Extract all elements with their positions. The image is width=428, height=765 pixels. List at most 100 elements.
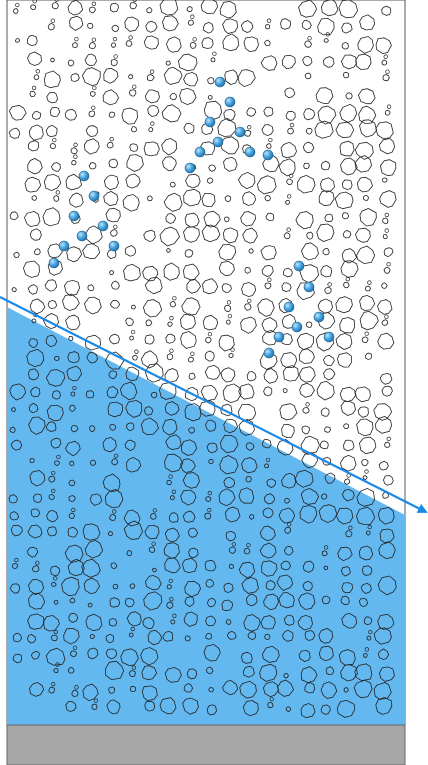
grain (67, 0, 84, 16)
grain (363, 616, 373, 626)
grain (165, 36, 182, 53)
grain (341, 179, 353, 190)
grain (145, 319, 153, 327)
grain (212, 51, 217, 56)
grain (262, 438, 272, 449)
grain (325, 666, 335, 676)
grain (68, 335, 74, 341)
base (6, 724, 406, 765)
grain (87, 284, 95, 292)
grain (203, 100, 223, 121)
grain (281, 282, 292, 292)
grain (109, 2, 120, 13)
grain (264, 282, 272, 290)
grain (286, 227, 291, 232)
grain (356, 245, 376, 265)
droplet (262, 149, 274, 161)
grain (104, 660, 125, 681)
droplet (212, 136, 224, 148)
grain (266, 478, 277, 488)
grain (54, 460, 60, 466)
grain (379, 159, 397, 177)
grain (280, 352, 298, 369)
grain (30, 4, 36, 11)
grain (169, 495, 175, 501)
grain (286, 178, 293, 186)
grain (184, 580, 201, 598)
grain (53, 667, 59, 674)
grain (366, 635, 372, 641)
grain (260, 245, 277, 261)
grain (300, 242, 319, 261)
grain (166, 248, 171, 253)
grain (342, 488, 355, 502)
grain (222, 679, 239, 696)
grain (299, 264, 320, 283)
grain (283, 614, 295, 626)
grain (108, 686, 116, 694)
grain (226, 630, 237, 640)
grain (302, 560, 315, 573)
grain (183, 226, 200, 243)
grain (45, 421, 57, 432)
droplet (48, 257, 60, 269)
grain (338, 0, 359, 19)
grain (242, 700, 259, 717)
grain (125, 366, 140, 382)
droplet (283, 301, 295, 313)
grain (51, 470, 56, 476)
grain (178, 53, 198, 72)
grain (168, 578, 173, 584)
grain (377, 575, 397, 596)
grain (31, 195, 38, 201)
grain (55, 662, 60, 667)
grain (299, 366, 316, 383)
grain (113, 54, 118, 59)
grain (52, 137, 57, 143)
grain (207, 94, 213, 100)
grain (206, 704, 217, 716)
grain (188, 427, 195, 434)
grain (126, 154, 144, 172)
grain (202, 278, 219, 295)
grain (24, 176, 42, 193)
grain (327, 282, 332, 287)
grain (384, 228, 389, 233)
grain (184, 596, 195, 607)
droplet (194, 146, 206, 158)
grain (318, 504, 338, 524)
grain (322, 247, 330, 256)
grain (107, 531, 113, 537)
grain (265, 457, 271, 463)
grain (305, 402, 310, 407)
grain (341, 41, 349, 50)
grain (247, 298, 252, 304)
grain (205, 615, 217, 627)
grain (109, 299, 121, 309)
grain (181, 557, 198, 574)
grain (108, 618, 118, 627)
grain (111, 458, 119, 466)
grain (279, 403, 298, 421)
grain (104, 351, 125, 370)
grain (259, 663, 278, 682)
grain (29, 681, 45, 697)
grain (149, 69, 155, 74)
grain (51, 1, 59, 10)
grain (302, 141, 315, 154)
grain (68, 612, 79, 623)
grain (375, 37, 392, 55)
grain (24, 210, 41, 227)
grain (29, 228, 42, 241)
grain (51, 682, 56, 687)
grain (180, 489, 197, 506)
grain (242, 227, 258, 244)
grain (10, 439, 23, 451)
grain (382, 217, 389, 225)
droplet (273, 331, 285, 343)
grain (63, 279, 81, 297)
grain (379, 190, 397, 208)
grain (161, 137, 178, 156)
grain (321, 0, 339, 17)
grain (91, 37, 97, 42)
